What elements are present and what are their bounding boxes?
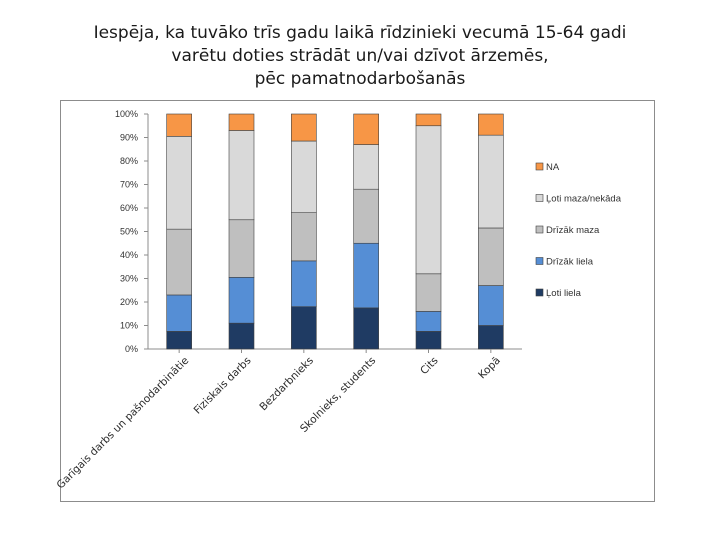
legend-label: NA [546, 162, 560, 173]
legend-label: Drīzāk maza [546, 225, 600, 236]
bar-segment [415, 113, 442, 127]
bar-segment [166, 113, 192, 137]
bar-segment [353, 242, 379, 309]
bar-segment [415, 331, 442, 350]
bar-segment [415, 311, 442, 332]
title-line-1: Iespēja, ka tuvāko trīs gadu laikā rīdzi… [93, 23, 627, 43]
title-line-2: varētu doties strādāt un/vai dzīvot ārze… [171, 46, 549, 66]
legend-swatch [535, 194, 544, 202]
y-tick-label: 10% [120, 321, 138, 331]
y-tick-label: 40% [120, 250, 138, 260]
legend-swatch [535, 257, 544, 265]
title-line-3: pēc pamatnodarbošanās [254, 69, 466, 89]
legend-swatch [535, 288, 544, 297]
chart-title: Iespēja, ka tuvāko trīs gadu laikā rīdzi… [0, 22, 720, 91]
bar-segment [291, 140, 317, 213]
category-label: Bezdarbnieks [257, 355, 316, 414]
bar-segment [166, 136, 192, 230]
category-label: Cits [418, 355, 441, 378]
y-tick-label: 50% [120, 227, 138, 237]
bar-segment [478, 325, 504, 350]
bar-segment [228, 219, 255, 278]
bar-segment [228, 322, 255, 350]
bar-segment [228, 113, 255, 131]
bar-segment [415, 125, 442, 275]
legend-swatch [535, 225, 544, 234]
bar-segment [166, 331, 192, 350]
y-tick-label: 80% [120, 156, 138, 166]
legend-label: Drīzāk liela [546, 257, 594, 268]
category-label: Kopā [476, 355, 503, 382]
bar-segment [478, 285, 504, 326]
legend-label: Ļoti maza/nekāda [546, 194, 622, 205]
bar-segment [291, 212, 317, 262]
y-tick-label: 70% [120, 180, 138, 190]
bar-segment [353, 113, 379, 145]
category-label: Fiziskais darbs [192, 355, 254, 417]
bar-segment [166, 294, 192, 332]
y-tick-label: 0% [125, 344, 138, 354]
bar-segment [291, 113, 317, 142]
bar-segment [478, 227, 504, 286]
bar-segment [166, 228, 192, 296]
y-tick-label: 20% [120, 297, 138, 307]
bar-segment [291, 260, 317, 308]
bar-segment [228, 277, 255, 324]
y-tick-label: 30% [120, 274, 138, 284]
bar-segment [291, 306, 317, 350]
y-tick-label: 60% [120, 203, 138, 213]
y-tick-label: 90% [120, 133, 138, 143]
y-tick-label: 100% [115, 109, 138, 119]
category-label: Garīgais darbs un pašnodarbinātie [55, 355, 192, 492]
bar-segment [353, 144, 379, 190]
bar-segment [415, 273, 442, 312]
legend-label: Ļoti liela [546, 288, 582, 299]
bar-segment [353, 188, 379, 244]
bar-segment [353, 307, 379, 350]
legend-swatch [535, 162, 544, 171]
bar-segment [478, 134, 504, 229]
bar-segment [478, 113, 504, 136]
bar-segment [228, 130, 255, 221]
